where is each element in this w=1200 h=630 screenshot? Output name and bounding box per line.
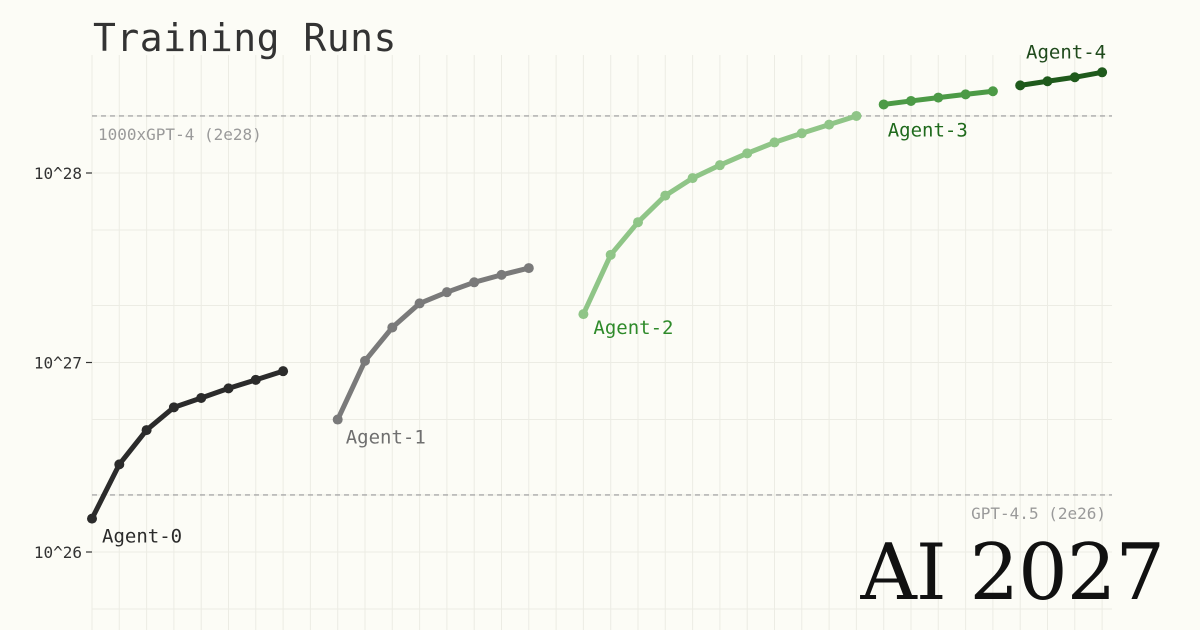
reference-line-label: GPT-4.5 (2e26) <box>971 504 1106 523</box>
data-point <box>469 277 480 288</box>
data-point <box>250 374 261 385</box>
data-point <box>1015 80 1026 91</box>
chart-title: Training Runs <box>93 16 397 60</box>
series-agent-2: Agent-2 <box>578 110 862 339</box>
data-point <box>278 366 289 377</box>
data-point <box>332 414 343 425</box>
data-point <box>441 287 452 298</box>
data-point <box>960 89 971 100</box>
series-label: Agent-2 <box>593 317 673 339</box>
series-label: Agent-0 <box>102 526 182 548</box>
data-point <box>660 190 671 201</box>
series-label: Agent-1 <box>346 427 426 449</box>
data-point <box>223 383 234 394</box>
y-tick-label: 10^26 <box>34 543 82 562</box>
reference-line-label: 1000xGPT-4 (2e28) <box>98 125 262 144</box>
data-point <box>114 459 125 470</box>
data-point <box>824 119 835 130</box>
y-axis: 10^26 10^27 10^28 <box>34 164 92 562</box>
data-point <box>987 86 998 97</box>
series-line <box>335 265 532 423</box>
data-point <box>168 402 179 413</box>
data-point <box>523 263 534 274</box>
data-point <box>1097 67 1108 78</box>
series-line <box>89 368 286 522</box>
data-point <box>578 309 589 320</box>
series-agent-4: Agent-4 <box>1015 41 1108 91</box>
data-point <box>878 99 889 110</box>
data-point <box>1069 72 1080 83</box>
data-point <box>196 392 207 403</box>
series-agent-0: Agent-0 <box>87 366 289 548</box>
data-point <box>769 137 780 148</box>
data-point <box>1042 76 1053 87</box>
series-label: Agent-4 <box>1026 41 1106 63</box>
brand-logo-text: AI 2027 <box>860 528 1165 618</box>
series: Agent-0 Agent-1 Agent-2 Agent-3 Agent-4 <box>87 41 1108 548</box>
series-label: Agent-3 <box>888 119 968 141</box>
data-point <box>87 513 97 524</box>
data-point <box>687 173 698 184</box>
data-point <box>742 148 753 159</box>
data-point <box>933 92 944 103</box>
data-point <box>714 160 725 171</box>
y-tick-label: 10^27 <box>34 354 82 373</box>
series-line <box>1017 69 1105 88</box>
data-point <box>796 128 807 139</box>
data-point <box>141 425 152 436</box>
data-point <box>605 249 616 260</box>
data-point <box>633 217 643 228</box>
reference-lines: 1000xGPT-4 (2e28) GPT-4.5 (2e26) <box>92 115 1112 523</box>
data-point <box>906 95 916 106</box>
y-tick-label: 10^28 <box>34 164 82 183</box>
data-point <box>851 110 862 121</box>
data-point <box>387 322 398 333</box>
data-point <box>414 298 425 309</box>
data-point <box>360 355 370 366</box>
series-agent-3: Agent-3 <box>878 86 998 141</box>
series-agent-1: Agent-1 <box>332 263 534 449</box>
data-point <box>496 269 507 280</box>
